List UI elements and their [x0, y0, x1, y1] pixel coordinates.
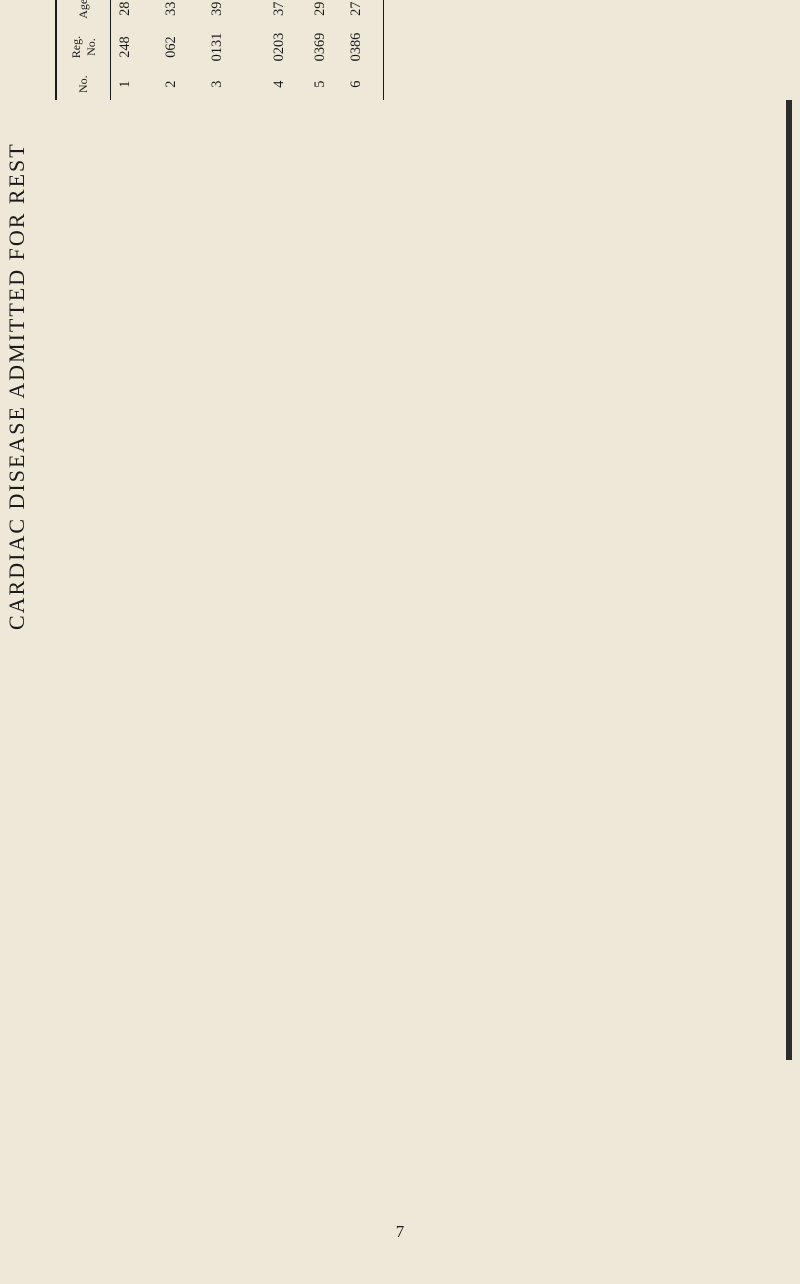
table-row: 4020337434Fair. .22Normal. .AAMitral dis…: [249, 0, 311, 100]
cell: 0369: [311, 26, 347, 69]
cell: 39: [203, 0, 249, 26]
table-row: 124828137Fair. .22Forceps.AAMitral steno…: [111, 0, 157, 100]
right-edge-bar: [786, 100, 792, 1060]
cell: 4: [249, 68, 311, 100]
cell: 33: [157, 0, 203, 26]
cell: 29: [311, 0, 347, 26]
table-row: 206233228Poor. .98Normal. .AAMitral sten…: [157, 0, 203, 100]
table-body: 124828137Fair. .22Forceps.AAMitral steno…: [111, 0, 384, 100]
cell: 248: [111, 26, 157, 69]
cell: 2: [157, 68, 203, 100]
table-row: 3013139239Fair. .8Normal. .AAMitral regu…: [203, 0, 249, 100]
page: CARDIAC DISEASE ADMITTED FOR REST No. Re…: [0, 0, 800, 1284]
cell: 0203: [249, 26, 311, 69]
header-age: Age: [56, 0, 111, 26]
table-container: No. Reg. No. Age Grav. Mat. Degree of co…: [55, 0, 384, 100]
page-number: 7: [396, 1222, 405, 1242]
data-table: No. Reg. No. Age Grav. Mat. Degree of co…: [55, 0, 384, 100]
cell: 6: [347, 68, 384, 100]
cell: 0386: [347, 26, 384, 69]
cell: 37: [249, 0, 311, 26]
cell: 27: [347, 0, 384, 26]
cell: 0131: [203, 26, 249, 69]
table-row: 6038627239Good. .2Normal. .AA: [347, 0, 384, 100]
header-no: No.: [56, 68, 111, 100]
table-row: 5036929138Fair. .14Normal. .AASystolic a…: [311, 0, 347, 100]
page-title: CARDIAC DISEASE ADMITTED FOR REST: [4, 142, 30, 630]
header-row: No. Reg. No. Age Grav. Mat. Degree of co…: [56, 0, 111, 100]
cell: 3: [203, 68, 249, 100]
cell: 28: [111, 0, 157, 26]
cell: 1: [111, 68, 157, 100]
cell: 062: [157, 26, 203, 69]
cell: 5: [311, 68, 347, 100]
header-reg: Reg. No.: [56, 26, 111, 69]
